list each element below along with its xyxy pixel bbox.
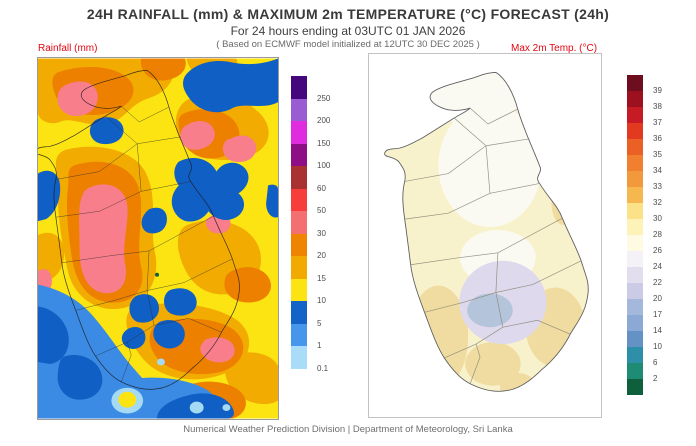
legend-tick-label: 35: [653, 150, 662, 159]
legend-tick-label: 2: [653, 374, 658, 383]
legend-color-segment: [627, 75, 643, 91]
legend-tick-label: 36: [653, 134, 662, 143]
legend-tick-label: 38: [653, 102, 662, 111]
legend-color-segment: [291, 76, 307, 99]
legend-tick-label: 30: [317, 228, 326, 238]
legend-color-segment: [291, 256, 307, 279]
legend-tick-label: 200: [317, 116, 331, 125]
legend-tick-label: 30: [653, 214, 662, 223]
legend-tick-label: 20: [653, 294, 662, 303]
footer-caption: Numerical Weather Prediction Division | …: [183, 424, 513, 435]
legend-color-segment: [291, 211, 307, 234]
temperature-legend-bar: [627, 75, 643, 395]
legend-color-segment: [627, 283, 643, 299]
page-subtitle: For 24 hours ending at 03UTC 01 JAN 2026: [230, 24, 466, 38]
legend-color-segment: [627, 235, 643, 251]
legend-tick-label: 17: [653, 310, 662, 319]
legend-tick-label: 32: [653, 198, 662, 207]
rain-contours-deep-blue: [38, 58, 278, 419]
temperature-map-panel: [368, 53, 602, 418]
legend-tick-label: 37: [653, 118, 662, 127]
rain-map-district-boundaries: [55, 105, 233, 382]
page-title: 24H RAINFALL (mm) & MAXIMUM 2m TEMPERATU…: [86, 6, 610, 22]
rainfall-map-panel: [37, 57, 279, 420]
legend-tick-label: 28: [653, 230, 662, 239]
legend-color-segment: [291, 121, 307, 144]
legend-color-segment: [291, 278, 307, 301]
legend-color-segment: [627, 155, 643, 171]
legend-tick-label: 100: [317, 161, 331, 170]
rainfall-map-image: [38, 58, 278, 419]
legend-tick-label: 24: [653, 262, 662, 271]
legend-color-segment: [291, 166, 307, 189]
legend-tick-label: 34: [653, 166, 662, 175]
legend-tick-label: 0.1: [317, 363, 329, 373]
temp-map-island-outline: [384, 71, 589, 392]
legend-tick-label: 250: [317, 93, 331, 103]
rainfall-legend-bar: [291, 76, 307, 369]
legend-tick-label: 14: [653, 326, 662, 335]
legend-color-segment: [627, 171, 643, 187]
legend-color-segment: [291, 143, 307, 166]
legend-color-segment: [291, 233, 307, 256]
legend-color-segment: [627, 299, 643, 315]
legend-color-segment: [627, 379, 643, 395]
legend-tick-label: 10: [317, 296, 326, 305]
legend-color-segment: [627, 123, 643, 139]
legend-tick-label: 1: [317, 341, 322, 350]
legend-tick-label: 5: [317, 318, 322, 328]
legend-color-segment: [627, 203, 643, 219]
legend-color-segment: [627, 315, 643, 331]
legend-tick-label: 150: [317, 138, 331, 148]
legend-color-segment: [627, 331, 643, 347]
legend-tick-label: 22: [653, 278, 662, 287]
legend-color-segment: [291, 98, 307, 121]
legend-color-segment: [291, 188, 307, 211]
legend-color-segment: [627, 251, 643, 267]
legend-color-segment: [627, 347, 643, 363]
legend-tick-label: 39: [653, 86, 662, 95]
legend-tick-label: 15: [317, 273, 326, 283]
temperature-panel-label: Max 2m Temp. (°C): [511, 43, 598, 54]
rain-map-island-outline: [38, 70, 240, 390]
legend-color-segment: [627, 139, 643, 155]
legend-color-segment: [627, 107, 643, 123]
legend-tick-label: 33: [653, 182, 662, 191]
legend-tick-label: 6: [653, 358, 658, 367]
legend-color-segment: [291, 346, 307, 369]
legend-color-segment: [627, 363, 643, 379]
rain-contours-pale-blue: [111, 272, 231, 414]
temperature-map-image: [369, 54, 601, 417]
temp-map-district-boundaries: [404, 107, 582, 384]
legend-tick-label: 26: [653, 246, 662, 255]
legend-tick-label: 10: [653, 342, 662, 351]
legend-color-segment: [627, 91, 643, 107]
rainfall-legend: 250 200 150 100 60 50 30 20 15 10 5 1 0.1: [291, 76, 337, 373]
legend-color-segment: [627, 187, 643, 203]
legend-tick-label: 20: [317, 251, 326, 260]
legend-color-segment: [291, 301, 307, 324]
legend-color-segment: [627, 219, 643, 235]
rain-contours-pink: [38, 81, 257, 363]
legend-tick-label: 50: [317, 206, 326, 215]
legend-tick-label: 60: [317, 183, 326, 193]
model-note: ( Based on ECMWF model initialized at 12…: [216, 39, 480, 50]
temperature-legend: 39 38 37 36 35 34 33 32 30 28 26 24 22 20 17 14 10 6 2: [627, 75, 673, 397]
legend-color-segment: [291, 323, 307, 346]
rainfall-panel-label: Rainfall (mm): [38, 43, 98, 54]
legend-color-segment: [627, 267, 643, 283]
